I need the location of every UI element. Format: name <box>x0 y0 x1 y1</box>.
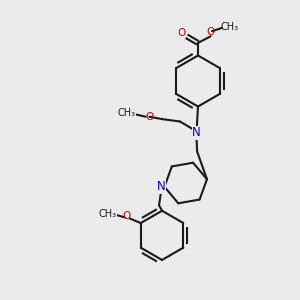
Text: N: N <box>157 180 165 193</box>
Text: O: O <box>145 112 154 122</box>
Text: O: O <box>177 28 186 38</box>
Text: CH₃: CH₃ <box>220 22 238 32</box>
Text: N: N <box>192 126 201 140</box>
Text: CH₃: CH₃ <box>98 209 116 219</box>
Text: O: O <box>206 27 215 37</box>
Text: O: O <box>122 212 130 221</box>
Text: CH₃: CH₃ <box>118 108 136 118</box>
